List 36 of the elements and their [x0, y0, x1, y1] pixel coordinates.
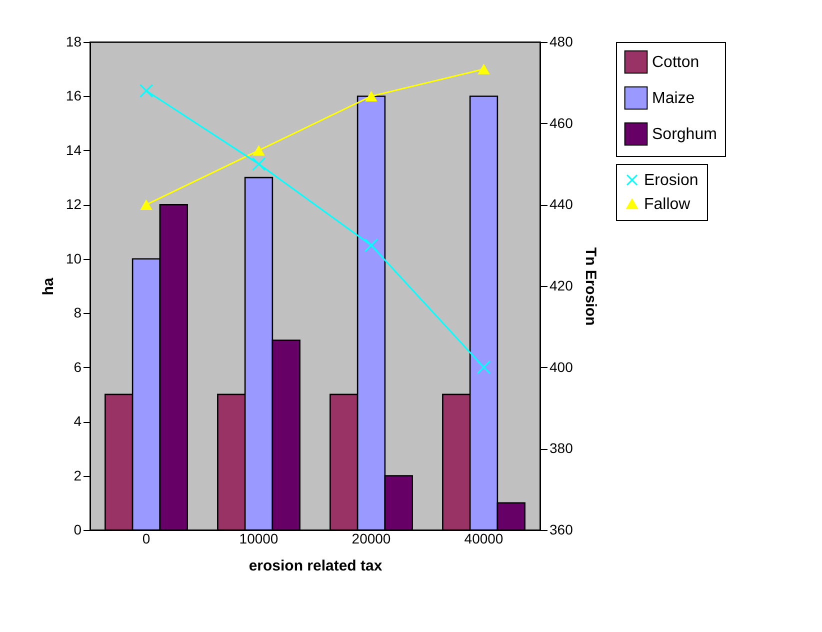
- y-tick-label: 2: [74, 467, 82, 484]
- y-tick-label: 18: [66, 34, 82, 50]
- legend-label: Maize: [652, 90, 695, 107]
- y2-axis-title: Tn Erosion: [582, 247, 599, 326]
- point: [252, 157, 266, 171]
- point: [140, 199, 152, 210]
- y2-tick-label: 440: [550, 196, 574, 212]
- legend-label: Erosion: [644, 172, 698, 189]
- y-tick-label: 10: [66, 250, 82, 266]
- y-tick-label: 4: [74, 413, 82, 430]
- y2-tick-label: 460: [550, 114, 574, 131]
- y-tick-label: 12: [66, 196, 82, 212]
- y2-tick-label: 420: [550, 278, 574, 294]
- point: [478, 64, 490, 74]
- x-axis-title: erosion related tax: [248, 558, 383, 574]
- legend-label: Fallow: [644, 196, 691, 213]
- point: [364, 238, 378, 252]
- legend-label: Sorghum: [652, 126, 717, 143]
- y-tick-label: 14: [66, 142, 82, 158]
- x-tick-label: 10000: [239, 530, 278, 546]
- y-axis-title: ha: [40, 277, 57, 296]
- y2-tick-label: 380: [550, 440, 574, 456]
- point: [365, 90, 378, 102]
- legend-label: Cotton: [652, 54, 700, 71]
- y2-tick-label: 400: [550, 358, 574, 375]
- y2-tick-label: 480: [550, 34, 574, 50]
- point: [252, 145, 265, 156]
- point: [139, 84, 154, 98]
- y2-tick-label: 360: [550, 522, 574, 538]
- y-tick-label: 16: [66, 88, 82, 104]
- x-tick-label: 40000: [464, 530, 504, 546]
- point: [476, 360, 491, 374]
- y-tick-label: 6: [74, 358, 82, 375]
- x-tick-label: 0: [142, 530, 150, 546]
- y-tick-label: 8: [74, 304, 82, 321]
- x-tick-label: 20000: [352, 530, 391, 546]
